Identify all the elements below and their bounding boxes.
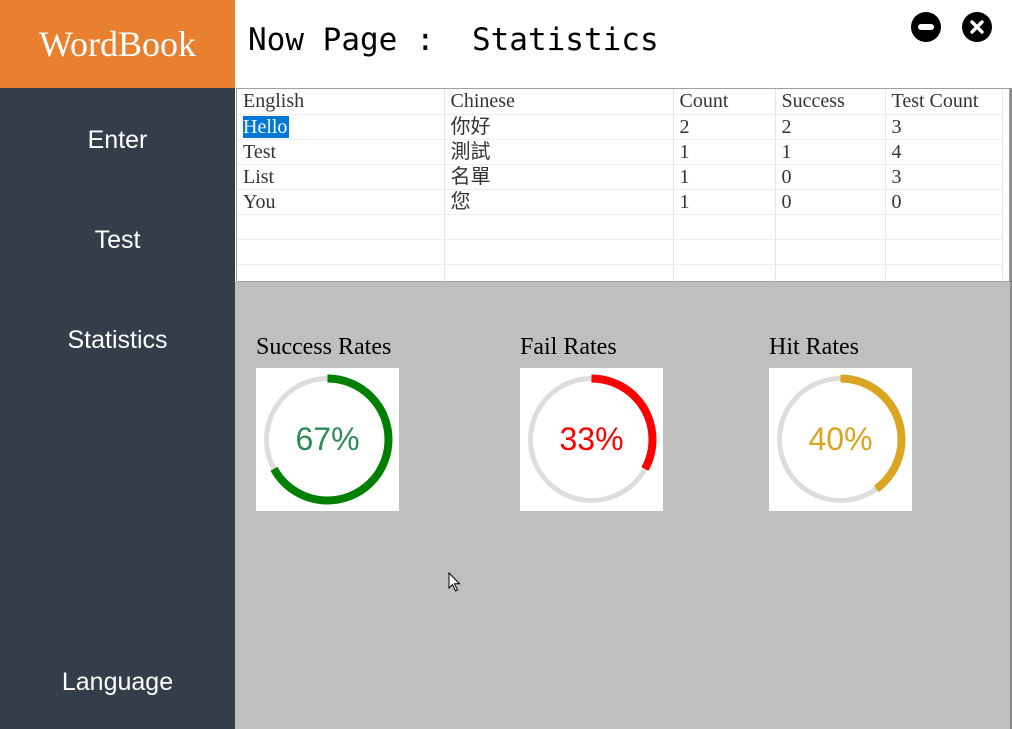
table-row[interactable]: You 您 1 0 0	[237, 189, 1003, 215]
hit-rate-ring	[775, 374, 906, 505]
table-cell[interactable]: 0	[775, 189, 886, 215]
selected-cell-text: Hello	[243, 115, 290, 138]
mouse-cursor-icon	[448, 572, 461, 592]
page-title-name: Statistics	[471, 22, 659, 58]
success-rate-value: 67%	[295, 421, 360, 457]
table-cell[interactable]: 1	[673, 189, 776, 215]
fail-rate-value: 33%	[559, 421, 624, 457]
success-rate-label: Success Rates	[256, 334, 392, 360]
statistics-panel: Success Rates 67% Fail Rates 33% Hit Rat…	[235, 282, 1010, 729]
table-cell[interactable]: Test	[237, 139, 445, 165]
fail-rate-ring	[526, 374, 657, 505]
table-cell[interactable]: 1	[673, 164, 776, 190]
table-cell[interactable]: 1	[673, 139, 776, 165]
page-title-prefix: Now Page :	[248, 22, 435, 58]
column-header-count[interactable]: Count	[673, 89, 776, 115]
table-cell[interactable]: You	[237, 189, 445, 215]
hit-rate-donut: 40%	[769, 368, 912, 511]
hit-rate-value: 40%	[808, 421, 873, 457]
table-cell[interactable]: 1	[775, 139, 886, 165]
table-cell[interactable]: 0	[885, 189, 1003, 215]
close-icon	[970, 20, 984, 34]
table-cell[interactable]: 3	[885, 164, 1003, 190]
table-row[interactable]: Hello 你好 2 2 3	[237, 114, 1003, 140]
header: Now Page : Statistics	[235, 0, 1012, 88]
hit-rate-arc	[775, 374, 906, 505]
sidebar-item-test[interactable]: Test	[94, 225, 141, 254]
table-row[interactable]: List 名單 1 0 3	[237, 164, 1003, 190]
table-cell[interactable]: 2	[775, 114, 886, 140]
table-row[interactable]: Test 測試 1 1 4	[237, 139, 1003, 165]
table-cell[interactable]: 你好	[444, 114, 674, 140]
table-empty-row[interactable]	[237, 264, 1003, 281]
sidebar-item-language[interactable]: Language	[61, 667, 174, 696]
table-header-row: English Chinese Count Success Test Count	[237, 89, 1003, 115]
table-cell[interactable]: 名單	[444, 164, 674, 190]
table-cell[interactable]: 2	[673, 114, 776, 140]
column-header-english[interactable]: English	[237, 89, 445, 115]
table-cell[interactable]: 0	[775, 164, 886, 190]
column-header-success[interactable]: Success	[775, 89, 886, 115]
page-title: Now Page : Statistics	[248, 22, 659, 58]
word-table[interactable]: English Chinese Count Success Test Count…	[236, 88, 1010, 282]
table-cell[interactable]: 3	[885, 114, 1003, 140]
table-empty-row[interactable]	[237, 239, 1003, 265]
minimize-icon	[918, 24, 934, 30]
table-cell[interactable]: 測試	[444, 139, 674, 165]
column-header-test-count[interactable]: Test Count	[885, 89, 1003, 115]
window-border	[1010, 88, 1012, 729]
close-button[interactable]	[962, 12, 992, 42]
fail-rate-arc	[526, 374, 657, 505]
minimize-button[interactable]	[911, 12, 941, 42]
sidebar-item-enter[interactable]: Enter	[87, 125, 148, 154]
success-rate-ring	[262, 374, 393, 505]
table-cell[interactable]: 您	[444, 189, 674, 215]
sidebar-item-statistics[interactable]: Statistics	[67, 325, 168, 354]
table-cell[interactable]: List	[237, 164, 445, 190]
table-empty-row[interactable]	[237, 214, 1003, 240]
success-rate-arc	[262, 374, 393, 505]
table-cell[interactable]: 4	[885, 139, 1003, 165]
table-cell[interactable]: Hello	[237, 114, 445, 140]
fail-rate-donut: 33%	[520, 368, 663, 511]
success-rate-donut: 67%	[256, 368, 399, 511]
column-header-chinese[interactable]: Chinese	[444, 89, 674, 115]
hit-rate-label: Hit Rates	[769, 334, 859, 360]
sidebar: WordBook Enter Test Statistics Language	[0, 0, 235, 729]
app-title: WordBook	[0, 0, 235, 88]
fail-rate-label: Fail Rates	[520, 334, 617, 360]
